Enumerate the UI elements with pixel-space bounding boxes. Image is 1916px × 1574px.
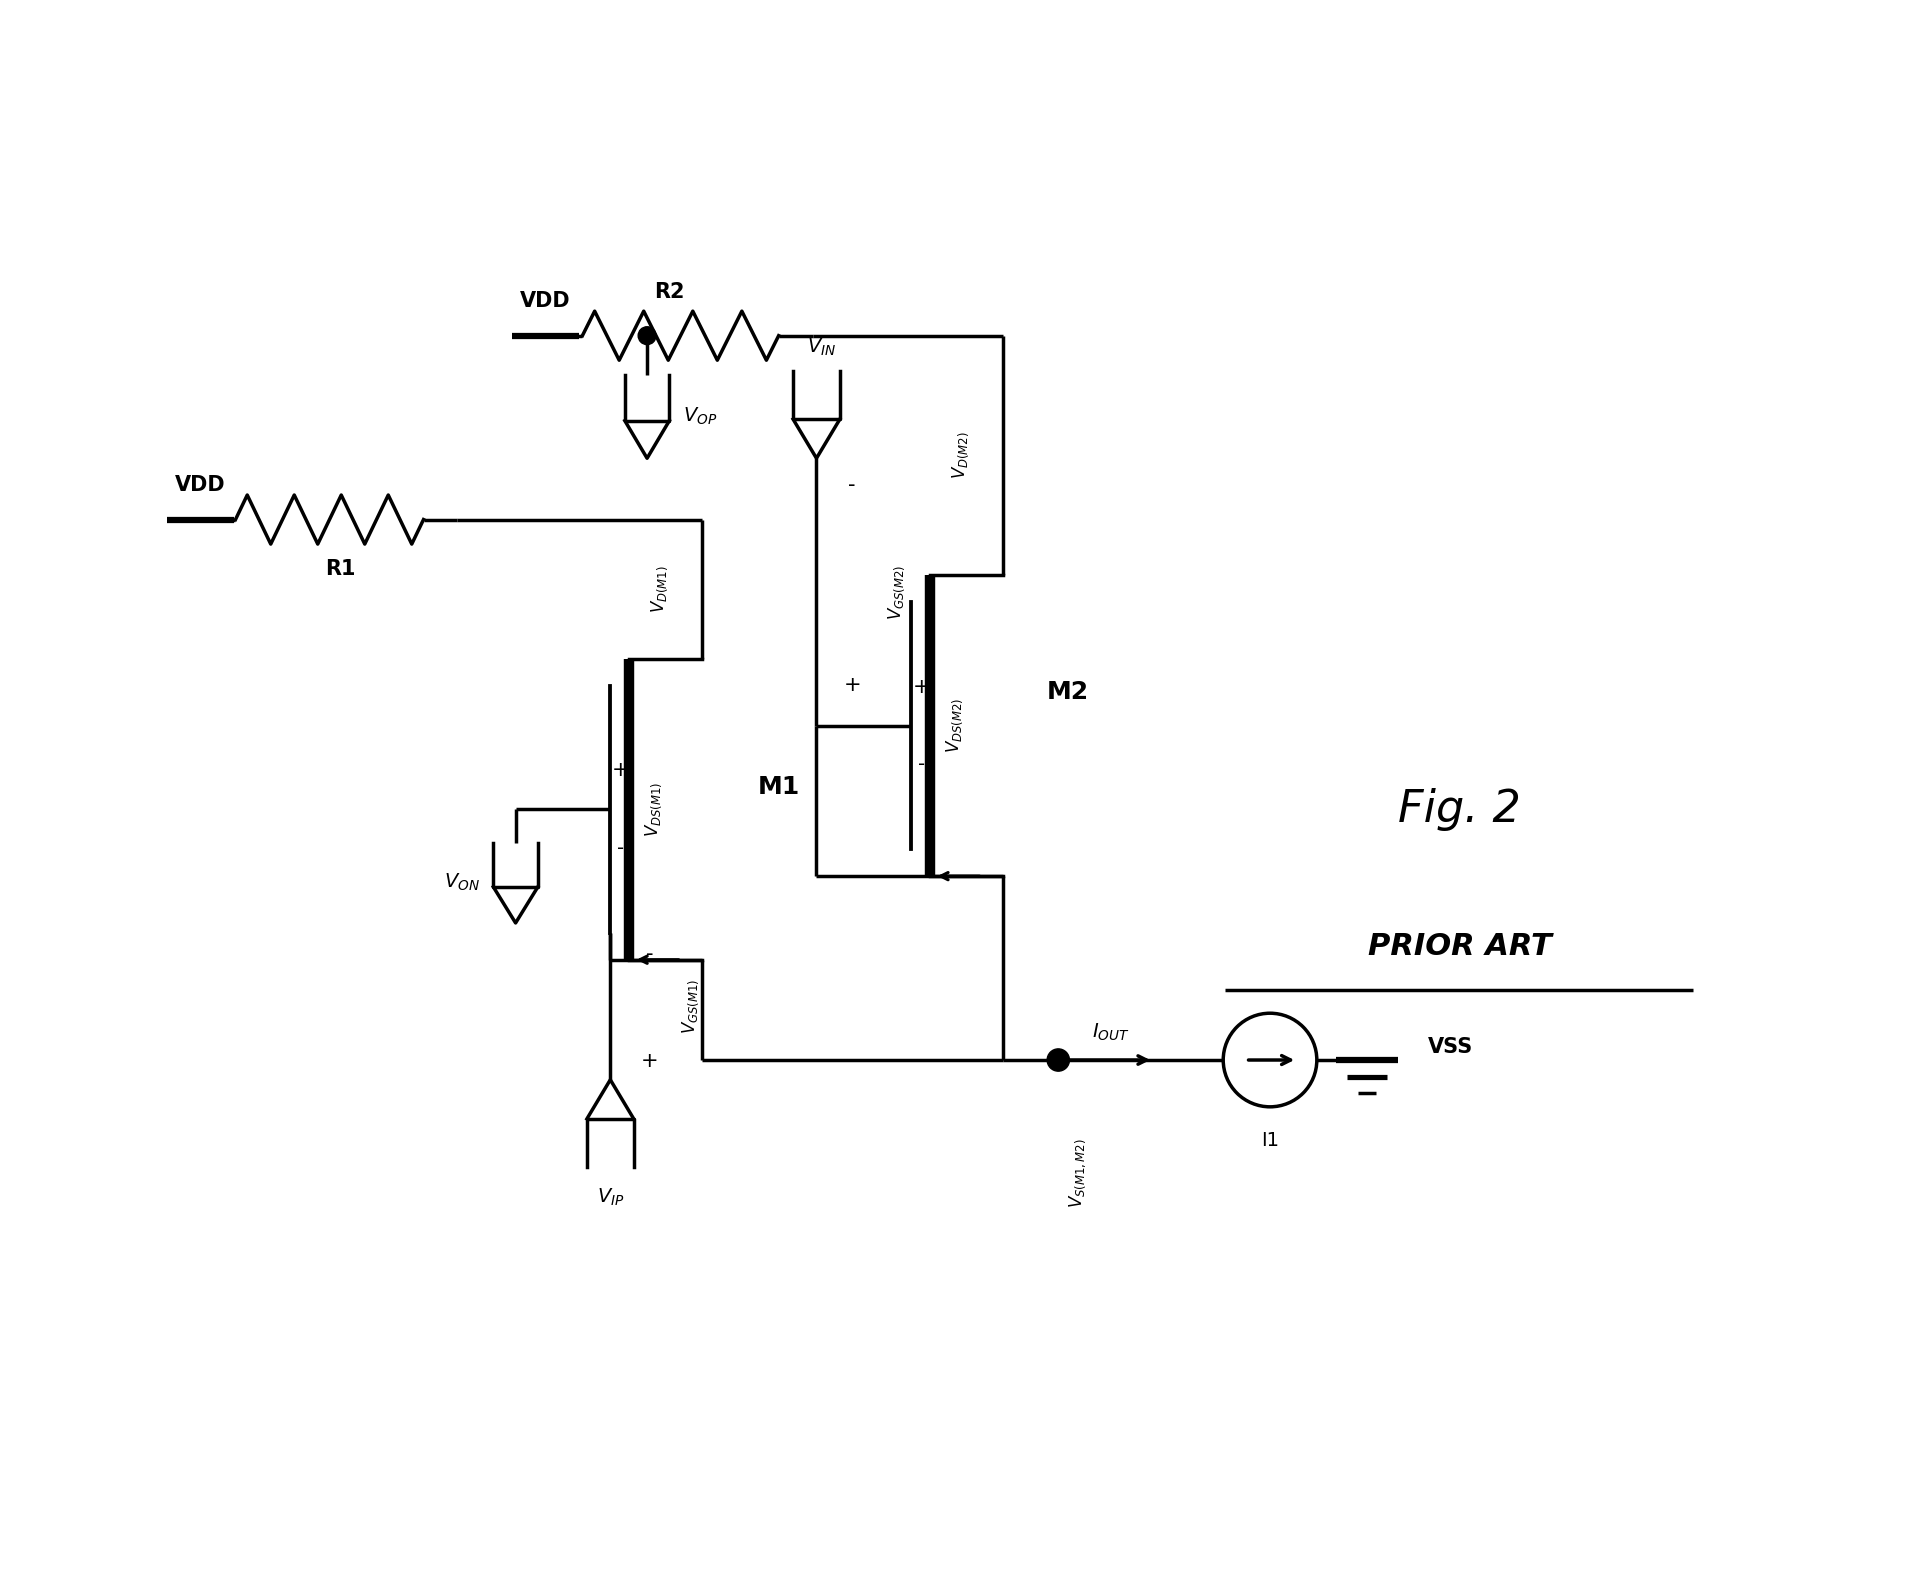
Text: $I_{OUT}$: $I_{OUT}$	[1092, 1022, 1130, 1044]
Text: $V_{IP}$: $V_{IP}$	[596, 1187, 625, 1207]
Text: $V_{OP}$: $V_{OP}$	[682, 405, 717, 427]
Text: -: -	[918, 756, 925, 774]
Text: -: -	[617, 839, 625, 858]
Text: $V_{S(M1,M2)}$: $V_{S(M1,M2)}$	[1067, 1138, 1088, 1207]
Text: -: -	[849, 475, 856, 494]
Text: M2: M2	[1048, 680, 1090, 704]
Text: $V_{IN}$: $V_{IN}$	[807, 337, 837, 357]
Text: PRIOR ART: PRIOR ART	[1368, 932, 1552, 960]
Text: +: +	[912, 677, 929, 697]
Text: -: -	[646, 944, 653, 963]
Text: R2: R2	[653, 282, 684, 302]
Text: $V_{D(M2)}$: $V_{D(M2)}$	[950, 431, 971, 480]
Text: M1: M1	[757, 774, 799, 800]
Text: Fig. 2: Fig. 2	[1399, 789, 1521, 831]
Text: $V_{DS(M2)}$: $V_{DS(M2)}$	[945, 699, 966, 754]
Text: +: +	[843, 675, 860, 694]
Text: I1: I1	[1261, 1132, 1280, 1151]
Text: $V_{DS(M1)}$: $V_{DS(M1)}$	[644, 782, 665, 837]
Text: $V_{GS(M2)}$: $V_{GS(M2)}$	[887, 565, 906, 620]
Text: VDD: VDD	[521, 291, 571, 312]
Circle shape	[638, 327, 655, 345]
Text: +: +	[611, 760, 628, 781]
Text: VDD: VDD	[174, 475, 226, 496]
Text: $V_{D(M1)}$: $V_{D(M1)}$	[650, 565, 671, 614]
Text: +: +	[640, 1051, 657, 1070]
Text: VSS: VSS	[1427, 1037, 1473, 1056]
Circle shape	[1048, 1048, 1069, 1072]
Text: R1: R1	[326, 559, 356, 579]
Text: $V_{GS(M1)}$: $V_{GS(M1)}$	[680, 979, 701, 1034]
Text: $V_{ON}$: $V_{ON}$	[445, 872, 479, 894]
